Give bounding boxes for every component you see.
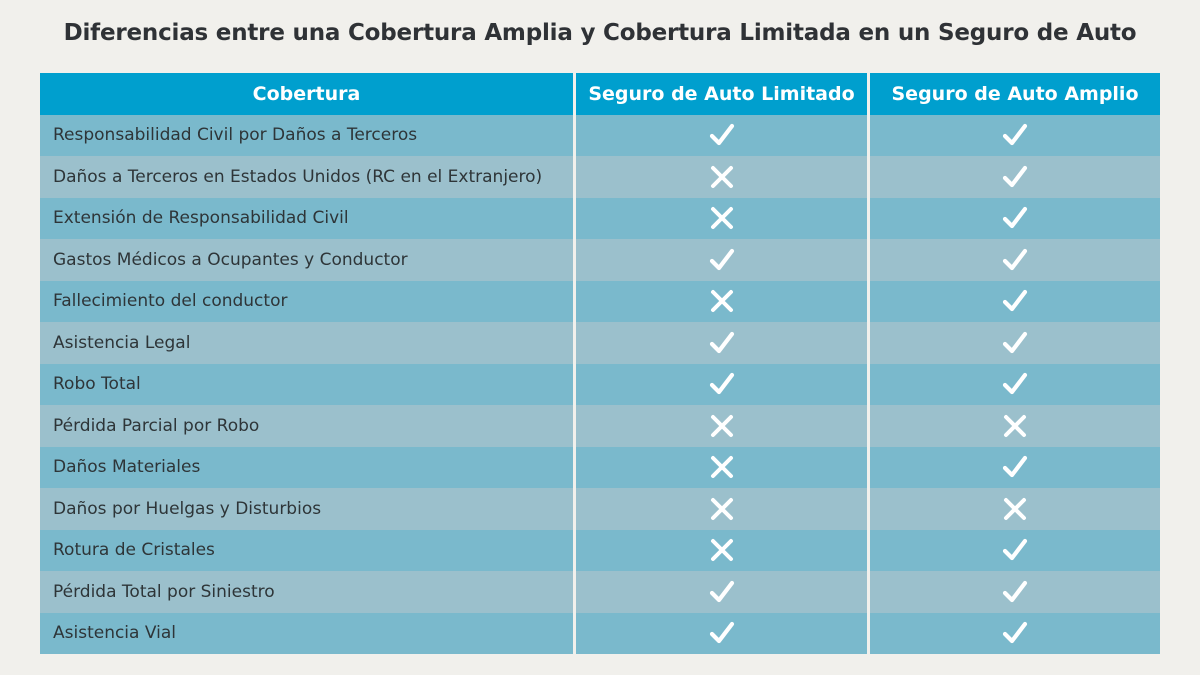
cross-icon [709,205,735,231]
cell-limitado [576,571,867,613]
cell-limitado [576,446,867,488]
row-label: Daños a Terceros en Estados Unidos (RC e… [40,156,573,198]
check-icon [1001,329,1029,357]
check-icon [708,578,736,606]
row-label: Asistencia Legal [40,322,573,364]
row-label: Fallecimiento del conductor [40,280,573,322]
cell-limitado [576,114,867,156]
check-icon [708,121,736,149]
cell-amplio [870,612,1160,654]
page-title: Diferencias entre una Cobertura Amplia y… [63,20,1137,46]
check-icon [708,370,736,398]
cell-amplio [870,529,1160,571]
row-label: Gastos Médicos a Ocupantes y Conductor [40,239,573,281]
row-label: Pérdida Total por Siniestro [40,571,573,613]
cell-limitado [576,405,867,447]
cell-amplio [870,239,1160,281]
cell-limitado [576,156,867,198]
cross-icon [1002,413,1028,439]
check-icon [1001,246,1029,274]
cross-icon [709,496,735,522]
cell-limitado [576,529,867,571]
cell-amplio [870,488,1160,530]
check-icon [708,329,736,357]
cross-icon [1002,496,1028,522]
cross-icon [709,537,735,563]
cross-icon [709,413,735,439]
cell-amplio [870,114,1160,156]
row-label: Extensión de Responsabilidad Civil [40,197,573,239]
cross-icon [709,454,735,480]
check-icon [1001,619,1029,647]
check-icon [1001,578,1029,606]
cell-limitado [576,322,867,364]
cell-amplio [870,197,1160,239]
cell-limitado [576,612,867,654]
check-icon [1001,163,1029,191]
check-icon [1001,453,1029,481]
row-label: Responsabilidad Civil por Daños a Tercer… [40,114,573,156]
cell-limitado [576,280,867,322]
row-label: Asistencia Vial [40,612,573,654]
check-icon [708,246,736,274]
check-icon [1001,204,1029,232]
cell-limitado [576,239,867,281]
row-label: Pérdida Parcial por Robo [40,405,573,447]
row-label: Daños por Huelgas y Disturbios [40,488,573,530]
row-label: Daños Materiales [40,446,573,488]
check-icon [708,619,736,647]
cell-amplio [870,322,1160,364]
cell-amplio [870,446,1160,488]
cell-limitado [576,197,867,239]
cell-amplio [870,405,1160,447]
cross-icon [709,288,735,314]
cell-amplio [870,156,1160,198]
row-label: Rotura de Cristales [40,529,573,571]
check-icon [1001,370,1029,398]
cell-amplio [870,280,1160,322]
cell-limitado [576,488,867,530]
header-cobertura: Cobertura [40,73,573,115]
header-seguro-amplio: Seguro de Auto Amplio [870,73,1160,115]
cross-icon [709,164,735,190]
cell-amplio [870,571,1160,613]
check-icon [1001,287,1029,315]
cell-amplio [870,363,1160,405]
coverage-comparison-table: Cobertura Seguro de Auto Limitado Seguro… [40,73,1160,654]
check-icon [1001,536,1029,564]
header-seguro-limitado: Seguro de Auto Limitado [576,73,867,115]
cell-limitado [576,363,867,405]
check-icon [1001,121,1029,149]
row-label: Robo Total [40,363,573,405]
